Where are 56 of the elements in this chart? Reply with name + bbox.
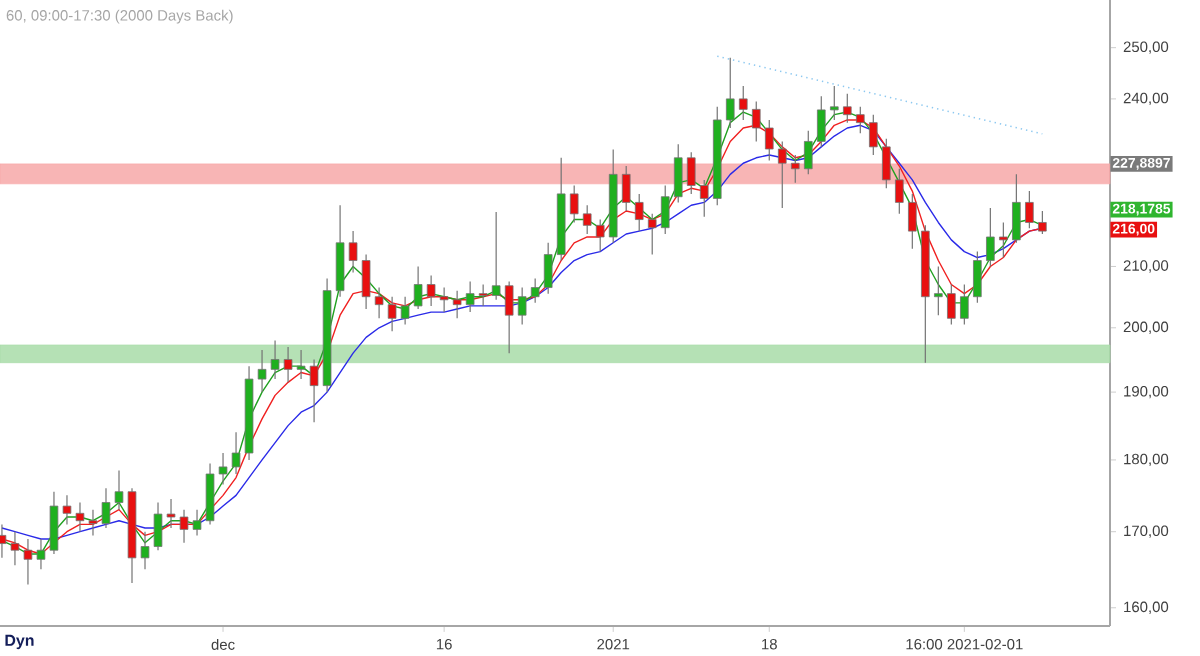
candlestick — [283, 346, 293, 383]
candlestick — [257, 349, 267, 393]
candlestick — [1038, 210, 1047, 235]
candlestick — [908, 193, 917, 250]
candlestick — [986, 207, 995, 268]
candlestick — [361, 253, 371, 310]
candlestick — [699, 179, 709, 218]
candlestick — [856, 106, 865, 134]
candlestick — [595, 218, 605, 253]
candlestick — [999, 221, 1008, 259]
candlestick — [842, 93, 852, 124]
candlestick — [973, 251, 982, 304]
candlestick — [1025, 190, 1034, 229]
candlestick — [335, 204, 345, 298]
candlestick — [829, 85, 839, 121]
candlestick — [882, 138, 891, 189]
candlestick — [309, 358, 319, 423]
candlestick — [543, 242, 553, 295]
candlestick — [374, 286, 384, 319]
candlestick — [504, 280, 514, 354]
candlestick — [869, 114, 878, 156]
candlestick — [751, 100, 761, 143]
candlestick — [348, 230, 358, 274]
candlestick — [816, 95, 826, 148]
candlestick — [478, 283, 488, 307]
candlestick — [387, 296, 397, 332]
candlestick — [452, 290, 462, 319]
candlestick — [1012, 173, 1021, 244]
candlestick — [790, 154, 800, 184]
candlestick — [777, 140, 787, 209]
candlestick — [426, 274, 436, 307]
candlestick — [517, 286, 527, 326]
candlestick — [803, 130, 813, 175]
candlestick — [400, 296, 410, 326]
candlestick — [725, 57, 735, 129]
candlestick — [673, 143, 683, 204]
candlestick — [530, 277, 540, 304]
candlestick — [491, 211, 501, 301]
candlestick — [764, 119, 774, 162]
candlestick — [270, 339, 280, 380]
candlestick — [960, 283, 969, 326]
candlestick — [465, 280, 475, 313]
candlestick — [582, 204, 592, 235]
candlestick — [569, 184, 579, 224]
candlestick — [413, 265, 423, 310]
candlestick — [686, 151, 696, 195]
candlestick — [296, 349, 306, 380]
candlestick — [738, 85, 748, 121]
candlestick — [439, 286, 449, 313]
candlestick — [660, 184, 670, 235]
candlestick — [934, 265, 943, 316]
candlestick — [621, 165, 631, 212]
candlestick — [634, 193, 644, 232]
candlestick — [947, 283, 956, 326]
candlestick — [895, 168, 904, 215]
candlestick — [647, 213, 657, 256]
